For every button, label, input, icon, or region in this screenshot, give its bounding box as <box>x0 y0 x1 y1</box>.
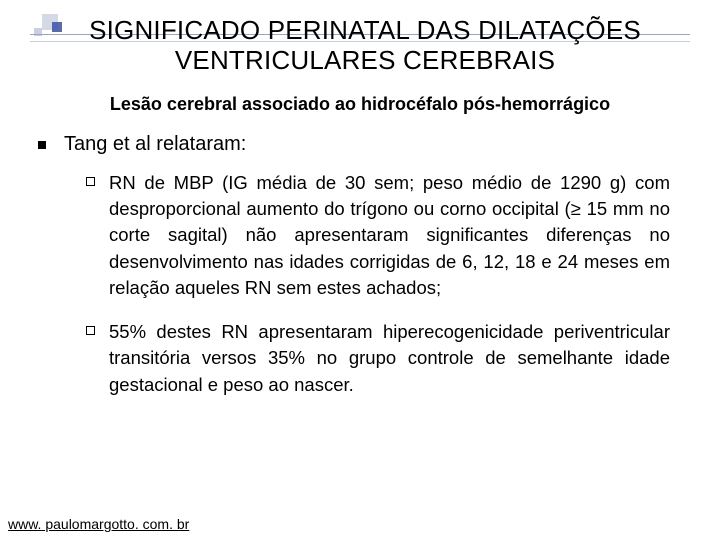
main-bullet: Tang et al relataram: <box>38 133 690 156</box>
sub-bullet-item: RN de MBP (IG média de 30 sem; peso médi… <box>86 170 670 301</box>
sub-bullet-item: 55% destes RN apresentaram hiperecogenic… <box>86 319 670 398</box>
slide-title: SIGNIFICADO PERINATAL DAS DILATAÇÕES VEN… <box>30 16 690 76</box>
main-bullet-text: Tang et al relataram: <box>64 133 246 156</box>
title-line-1: SIGNIFICADO PERINATAL DAS DILATAÇÕES <box>89 15 641 45</box>
title-region: SIGNIFICADO PERINATAL DAS DILATAÇÕES VEN… <box>30 10 690 76</box>
slide-subtitle: Lesão cerebral associado ao hidrocéfalo … <box>30 94 690 115</box>
sub-bullet-text: RN de MBP (IG média de 30 sem; peso médi… <box>109 170 670 301</box>
title-line-2: VENTRICULARES CEREBRAIS <box>175 45 555 75</box>
bullet-square-filled-icon <box>38 141 46 149</box>
bullet-square-hollow-icon <box>86 326 95 335</box>
bullet-square-hollow-icon <box>86 177 95 186</box>
slide-container: SIGNIFICADO PERINATAL DAS DILATAÇÕES VEN… <box>0 0 720 540</box>
sub-bullet-text: 55% destes RN apresentaram hiperecogenic… <box>109 319 670 398</box>
footer-link[interactable]: www. paulomargotto. com. br <box>8 516 189 532</box>
